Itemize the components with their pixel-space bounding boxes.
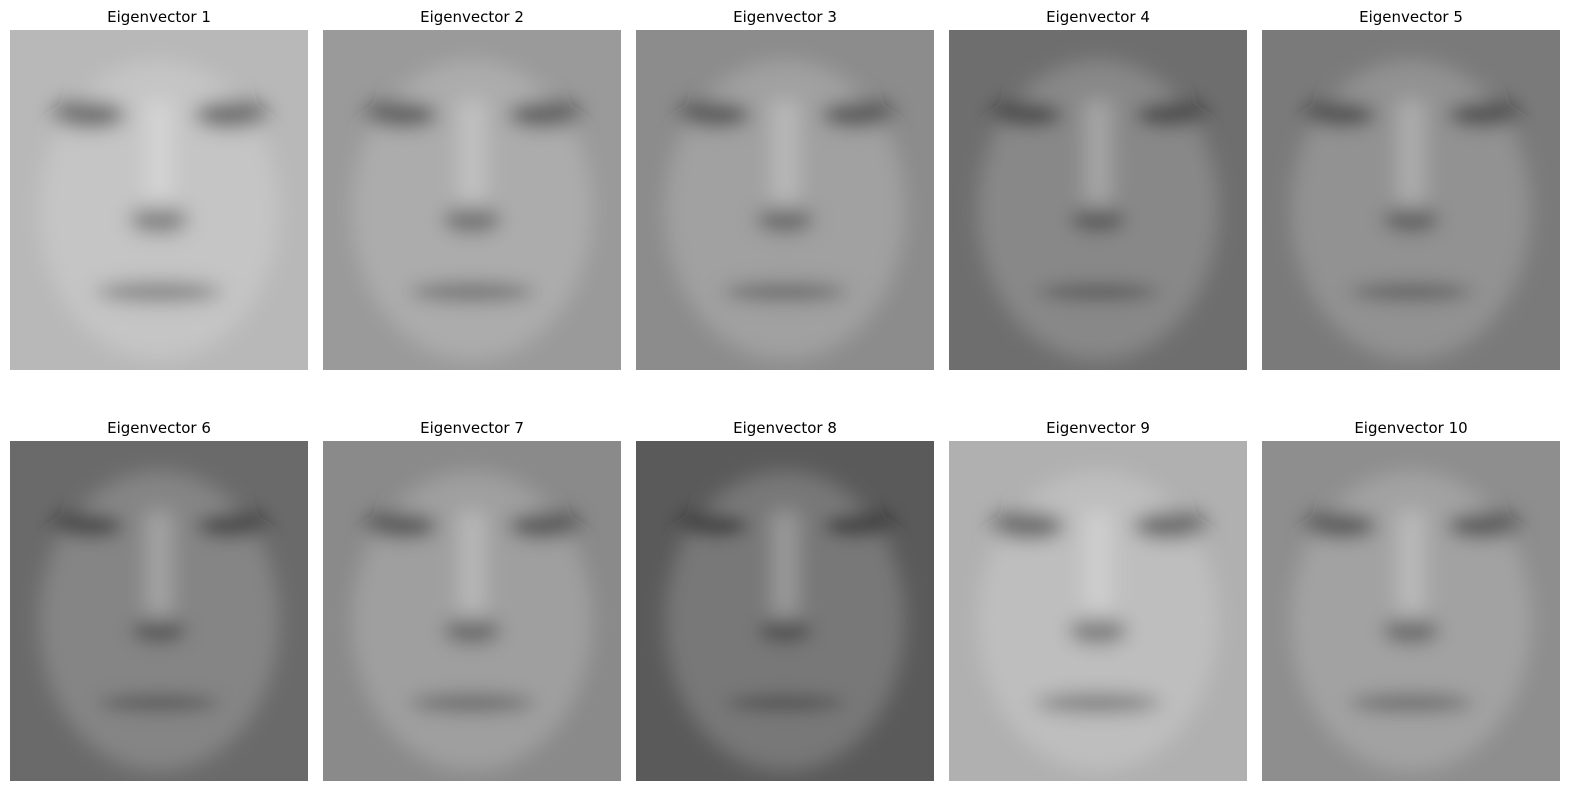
eigenface-image bbox=[1262, 441, 1560, 781]
eigenvector-panel: Eigenvector 1 bbox=[10, 8, 308, 370]
eigenvector-panel: Eigenvector 9 bbox=[949, 419, 1247, 781]
eigenface-image bbox=[636, 441, 934, 781]
eigenvector-title: Eigenvector 8 bbox=[733, 419, 837, 437]
eigenface-image bbox=[10, 30, 308, 370]
eigenface-image bbox=[949, 30, 1247, 370]
eigenface-image bbox=[323, 30, 621, 370]
eigenface-image bbox=[1262, 30, 1560, 370]
eigenface-image bbox=[949, 441, 1247, 781]
eigenface-image bbox=[636, 30, 934, 370]
eigenvector-panel: Eigenvector 6 bbox=[10, 419, 308, 781]
eigenvector-title: Eigenvector 7 bbox=[420, 419, 524, 437]
eigenvector-title: Eigenvector 10 bbox=[1354, 419, 1468, 437]
eigenvector-panel: Eigenvector 8 bbox=[636, 419, 934, 781]
eigenvector-title: Eigenvector 6 bbox=[107, 419, 211, 437]
eigenvector-panel: Eigenvector 10 bbox=[1262, 419, 1560, 781]
eigenvector-title: Eigenvector 9 bbox=[1046, 419, 1150, 437]
eigenvector-panel: Eigenvector 7 bbox=[323, 419, 621, 781]
eigenvector-panel: Eigenvector 5 bbox=[1262, 8, 1560, 370]
eigenvector-title: Eigenvector 4 bbox=[1046, 8, 1150, 26]
eigenvector-title: Eigenvector 3 bbox=[733, 8, 837, 26]
eigenvector-panel: Eigenvector 4 bbox=[949, 8, 1247, 370]
eigenvector-title: Eigenvector 5 bbox=[1359, 8, 1463, 26]
eigenvector-panel: Eigenvector 3 bbox=[636, 8, 934, 370]
eigenvector-title: Eigenvector 2 bbox=[420, 8, 524, 26]
eigenface-image bbox=[323, 441, 621, 781]
eigenvector-title: Eigenvector 1 bbox=[107, 8, 211, 26]
eigenface-image bbox=[10, 441, 308, 781]
eigenvector-panel: Eigenvector 2 bbox=[323, 8, 621, 370]
